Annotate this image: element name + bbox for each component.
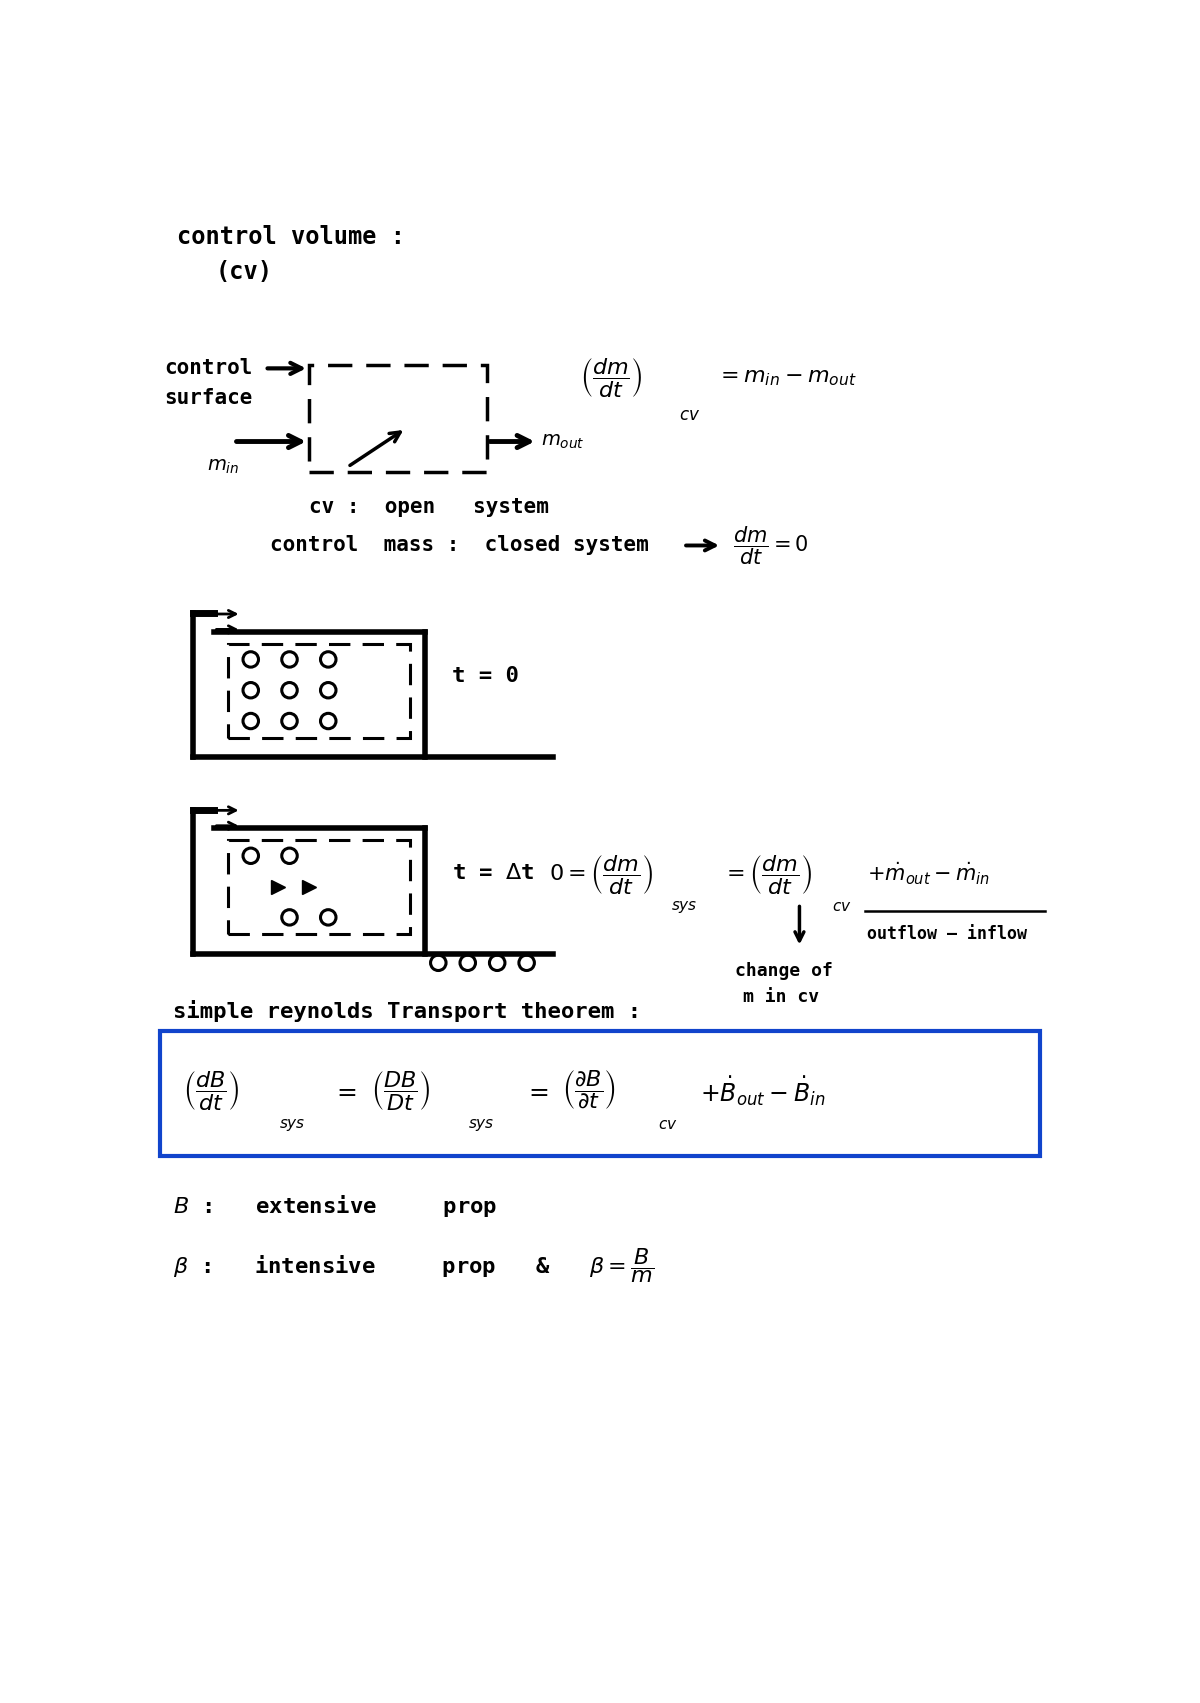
Text: $sys$: $sys$ (280, 1117, 306, 1132)
Text: $0 = \left(\dfrac{dm}{dt}\right)$: $0 = \left(\dfrac{dm}{dt}\right)$ (550, 853, 653, 896)
Text: outflow – inflow: outflow – inflow (866, 925, 1027, 943)
Text: $+ \dot{m}_{out} - \dot{m}_{in}$: $+ \dot{m}_{out} - \dot{m}_{in}$ (866, 862, 990, 887)
Text: $\left(\dfrac{DB}{Dt}\right)$: $\left(\dfrac{DB}{Dt}\right)$ (371, 1069, 430, 1112)
Text: $=$: $=$ (332, 1078, 358, 1102)
Text: surface: surface (164, 388, 252, 407)
Text: $B$ :   extensive     prop: $B$ : extensive prop (173, 1194, 498, 1219)
Text: $\left(\dfrac{dB}{dt}\right)$: $\left(\dfrac{dB}{dt}\right)$ (182, 1069, 239, 1112)
Text: $\mathit{m}_{in}$: $\mathit{m}_{in}$ (208, 456, 240, 475)
Text: t = 0: t = 0 (452, 666, 520, 686)
Text: $\left(\dfrac{dm}{dt}\right)$: $\left(\dfrac{dm}{dt}\right)$ (580, 356, 643, 399)
Text: $= \mathit{m}_{in} - \mathit{m}_{out}$: $= \mathit{m}_{in} - \mathit{m}_{out}$ (715, 368, 857, 388)
Text: t = $\Delta$t: t = $\Delta$t (452, 863, 535, 882)
Text: control  mass :  closed system: control mass : closed system (270, 535, 649, 555)
Text: $cv$: $cv$ (832, 899, 852, 915)
Text: (cv): (cv) (216, 261, 272, 284)
Text: simple reynolds Transport theorem :: simple reynolds Transport theorem : (173, 1000, 641, 1022)
Text: $\left(\dfrac{\partial B}{\partial t}\right)$: $\left(\dfrac{\partial B}{\partial t}\ri… (563, 1069, 617, 1112)
Text: $=$: $=$ (523, 1078, 548, 1102)
Text: $\mathit{m}_{out}$: $\mathit{m}_{out}$ (541, 433, 586, 451)
Text: $sys$: $sys$ (468, 1117, 494, 1132)
Text: $\beta$ :   intensive     prop   &   $\beta = \dfrac{B}{m}$: $\beta$ : intensive prop & $\beta = \dfr… (173, 1247, 654, 1284)
Text: m in cv: m in cv (743, 988, 818, 1006)
Text: change of: change of (736, 962, 833, 979)
Text: control volume :: control volume : (178, 225, 406, 249)
Text: $+ \dot{B}_{out} - \dot{B}_{in}$: $+ \dot{B}_{out} - \dot{B}_{in}$ (701, 1073, 826, 1107)
Text: $cv$: $cv$ (678, 405, 700, 424)
FancyBboxPatch shape (160, 1032, 1039, 1156)
Text: $cv$: $cv$ (658, 1117, 677, 1132)
Text: cv :  open   system: cv : open system (308, 497, 548, 518)
Text: $= \left(\dfrac{dm}{dt}\right)$: $= \left(\dfrac{dm}{dt}\right)$ (722, 853, 812, 896)
Text: control: control (164, 358, 252, 378)
Text: $\dfrac{dm}{dt} = 0$: $\dfrac{dm}{dt} = 0$ (733, 525, 809, 567)
Text: $sys$: $sys$ (671, 899, 697, 915)
